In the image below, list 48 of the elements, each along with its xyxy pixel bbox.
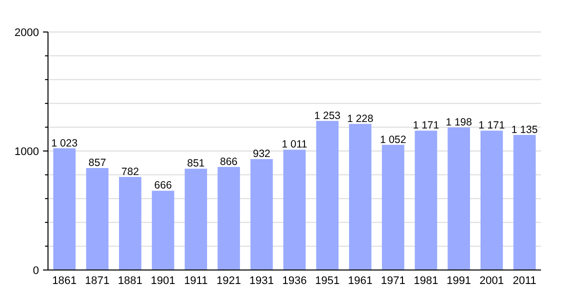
bar xyxy=(283,150,306,270)
data-label: 932 xyxy=(252,148,271,160)
bar xyxy=(184,168,208,270)
y-tick-label: 0 xyxy=(32,264,39,277)
bar xyxy=(316,120,339,270)
data-label: 1 228 xyxy=(347,112,374,125)
data-label: 857 xyxy=(88,157,106,170)
data-label: 1 011 xyxy=(282,138,308,151)
x-tick-label: 1931 xyxy=(249,275,274,287)
bar xyxy=(480,130,503,270)
data-label: 1 171 xyxy=(478,120,505,132)
bar xyxy=(513,134,536,270)
data-label: 851 xyxy=(187,158,205,170)
x-tick-label: 1901 xyxy=(150,275,176,287)
y-tick-label: 2000 xyxy=(14,26,39,39)
bar xyxy=(152,190,174,270)
bar xyxy=(382,144,404,270)
x-tick-label: 1871 xyxy=(85,275,110,287)
x-tick-label: 1981 xyxy=(414,275,438,287)
x-tick-label: 1971 xyxy=(380,275,406,287)
x-tick-label: 1951 xyxy=(315,275,340,287)
x-tick-label: 1881 xyxy=(118,275,142,287)
bar xyxy=(118,176,142,270)
bar xyxy=(53,148,76,270)
bar xyxy=(86,168,108,270)
data-label: 1 171 xyxy=(412,120,440,132)
y-tick-label: 1000 xyxy=(14,146,39,158)
bar xyxy=(414,130,438,270)
data-label: 1 198 xyxy=(446,116,472,128)
x-tick-label: 1936 xyxy=(282,275,307,287)
x-tick-label: 1911 xyxy=(184,275,208,287)
x-tick-label: 1991 xyxy=(446,275,472,287)
data-label: 1 253 xyxy=(314,110,341,122)
bar xyxy=(250,159,273,270)
bar xyxy=(349,124,372,270)
x-tick-label: 2011 xyxy=(512,275,536,287)
x-tick-label: 2001 xyxy=(479,275,504,287)
bar xyxy=(218,166,240,270)
data-label: 1 023 xyxy=(51,137,78,150)
x-tick-label: 1921 xyxy=(216,275,242,287)
data-label: 782 xyxy=(121,166,140,178)
bar xyxy=(448,127,470,270)
data-label: 666 xyxy=(154,180,172,192)
data-label: 1 052 xyxy=(380,134,406,146)
data-label: 1 135 xyxy=(511,124,538,136)
x-tick-label: 1861 xyxy=(52,275,77,287)
data-label: 866 xyxy=(220,156,238,168)
x-tick-label: 1961 xyxy=(348,275,372,287)
